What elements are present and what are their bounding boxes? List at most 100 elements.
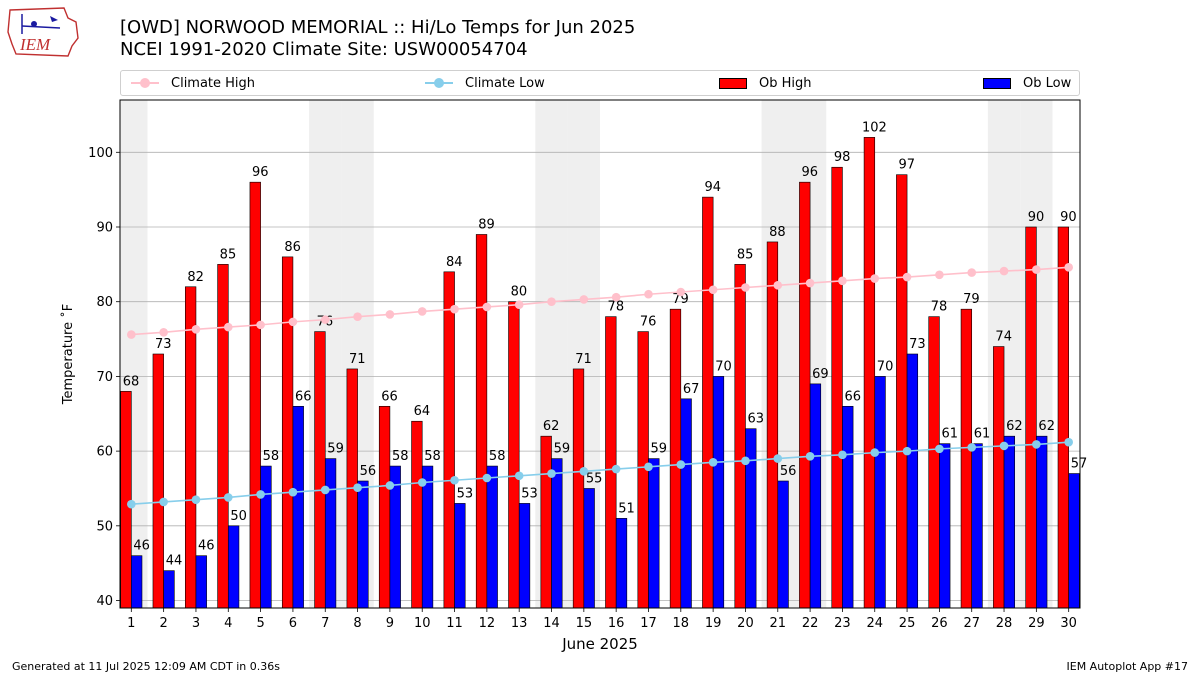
climate-high-point bbox=[902, 272, 912, 282]
x-tick-label: 17 bbox=[640, 616, 657, 631]
legend-swatch-icon bbox=[983, 77, 1011, 89]
climate-low-point bbox=[999, 441, 1009, 451]
ob-high-bar-label: 71 bbox=[349, 352, 366, 367]
iowa-outline-icon bbox=[7, 7, 79, 57]
climate-low-point bbox=[1064, 437, 1073, 447]
x-tick-label: 7 bbox=[321, 616, 329, 631]
x-tick-label: 29 bbox=[1028, 616, 1045, 631]
x-tick-label: 20 bbox=[737, 616, 754, 631]
ob-low-bar-label: 58 bbox=[489, 449, 506, 464]
iem-logo: IEM bbox=[7, 7, 79, 57]
ob-low-bar bbox=[486, 465, 498, 609]
ob-low-bar bbox=[939, 443, 951, 609]
ob-low-bar bbox=[260, 465, 272, 609]
y-tick-label: 40 bbox=[96, 594, 113, 609]
ob-low-bar-label: 66 bbox=[844, 389, 861, 404]
y-tick-label: 60 bbox=[96, 445, 113, 460]
x-tick-label: 25 bbox=[899, 616, 916, 631]
x-tick-label: 2 bbox=[159, 616, 167, 631]
y-tick-label: 80 bbox=[96, 295, 113, 310]
climate-low-point bbox=[482, 473, 492, 483]
ob-low-bar bbox=[874, 376, 886, 609]
ob-high-bar-label: 90 bbox=[1060, 210, 1077, 225]
x-tick-label: 26 bbox=[931, 616, 948, 631]
legend-item-climate-low: Climate Low bbox=[425, 71, 545, 95]
climate-low-point bbox=[288, 487, 298, 497]
x-tick-label: 21 bbox=[770, 616, 787, 631]
ob-high-bar bbox=[1057, 226, 1069, 609]
ob-high-bar-label: 76 bbox=[640, 315, 657, 330]
climate-high-point bbox=[773, 280, 783, 290]
ob-low-bar bbox=[551, 458, 563, 609]
ob-high-bar-label: 97 bbox=[898, 158, 915, 173]
ob-high-bar bbox=[314, 331, 326, 609]
ob-low-bar-label: 67 bbox=[683, 382, 700, 397]
ob-high-bar bbox=[249, 181, 261, 609]
ob-high-bar-label: 85 bbox=[737, 247, 754, 262]
ob-low-bar-label: 53 bbox=[521, 486, 538, 501]
ob-high-bar-label: 71 bbox=[575, 352, 592, 367]
ob-low-bar bbox=[131, 555, 143, 609]
ob-high-bar-label: 73 bbox=[155, 337, 172, 352]
ob-high-bar-label: 86 bbox=[284, 240, 301, 255]
ob-high-bar-label: 66 bbox=[381, 389, 398, 404]
legend-label: Ob Low bbox=[1023, 75, 1072, 91]
climate-high-point bbox=[223, 322, 233, 332]
climate-high-point bbox=[547, 297, 556, 307]
climate-high-point bbox=[935, 270, 944, 280]
ob-high-bar bbox=[1025, 226, 1037, 609]
ob-high-bar-label: 88 bbox=[769, 225, 786, 240]
climate-high-point bbox=[417, 307, 427, 316]
ob-low-bar-label: 70 bbox=[715, 359, 732, 374]
x-tick-label: 16 bbox=[608, 616, 625, 631]
ob-low-bar-label: 46 bbox=[133, 539, 150, 554]
x-tick-label: 5 bbox=[256, 616, 264, 631]
ob-low-bar-label: 44 bbox=[166, 554, 183, 569]
ob-low-bar-label: 70 bbox=[877, 359, 894, 374]
x-axis-label: June 2025 bbox=[561, 635, 638, 653]
x-tick-label: 3 bbox=[192, 616, 200, 631]
x-tick-label: 12 bbox=[479, 616, 496, 631]
ob-high-bar bbox=[184, 286, 197, 609]
ob-high-bar-label: 85 bbox=[220, 247, 237, 262]
climate-high-point bbox=[708, 285, 718, 295]
ob-low-bar bbox=[583, 488, 595, 609]
climate-high-point bbox=[611, 292, 621, 302]
x-tick-label: 10 bbox=[414, 616, 431, 631]
climate-high-point bbox=[191, 325, 201, 334]
ob-low-bar bbox=[421, 465, 434, 609]
climate-high-point bbox=[320, 315, 330, 324]
climate-low-point bbox=[579, 466, 589, 476]
climate-low-point bbox=[773, 454, 783, 463]
ob-high-bar-label: 96 bbox=[252, 165, 269, 180]
ob-high-bar-label: 102 bbox=[862, 120, 887, 135]
climate-high-point bbox=[999, 266, 1009, 276]
ob-low-bar bbox=[712, 376, 725, 609]
climate-high-point bbox=[741, 283, 750, 292]
ob-low-bar bbox=[777, 480, 789, 609]
ob-low-bar-label: 50 bbox=[230, 509, 247, 524]
ob-low-bar bbox=[906, 353, 919, 609]
climate-low-point bbox=[191, 495, 201, 504]
x-tick-label: 18 bbox=[673, 616, 690, 631]
climate-high-point bbox=[870, 274, 880, 283]
climate-low-point bbox=[417, 478, 427, 487]
climate-high-point bbox=[256, 320, 265, 330]
x-tick-label: 9 bbox=[386, 616, 394, 631]
ob-low-bar bbox=[648, 458, 660, 609]
ob-high-bar bbox=[411, 420, 423, 609]
x-tick-label: 30 bbox=[1060, 616, 1077, 631]
ob-low-bar-label: 62 bbox=[1038, 419, 1055, 434]
climate-low-point bbox=[741, 456, 750, 466]
climate-low-point bbox=[223, 493, 233, 502]
ob-low-bar-label: 55 bbox=[586, 471, 603, 486]
y-tick-label: 100 bbox=[88, 146, 113, 161]
ob-high-bar bbox=[896, 174, 908, 609]
ob-low-bar bbox=[454, 503, 466, 609]
ob-low-bar bbox=[324, 458, 337, 609]
app-note: IEM Autoplot App #17 bbox=[1066, 660, 1189, 673]
ob-high-bar bbox=[669, 308, 682, 609]
legend-swatch-icon bbox=[719, 77, 747, 89]
y-tick-label: 70 bbox=[96, 370, 113, 385]
climate-high-line bbox=[131, 266, 1069, 336]
